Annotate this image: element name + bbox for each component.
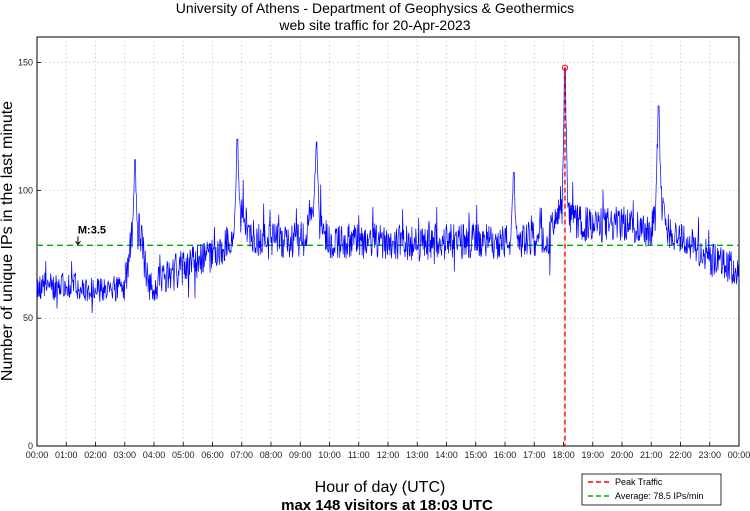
x-tick-label: 00:00 (26, 450, 49, 460)
y-tick-label: 100 (18, 185, 33, 195)
x-tick-labels: 00:00 01:00 02:00 03:00 04:00 05:00 06:00 07:00… (26, 450, 750, 460)
median-annotation: M:3.5 (78, 224, 106, 236)
x-tick-label: 01:00 (55, 450, 78, 460)
annotation-arrow-icon (75, 236, 81, 246)
x-tick-label: 00:00 (728, 450, 750, 460)
x-tick-label: 03:00 (113, 450, 136, 460)
x-tick-label: 04:00 (143, 450, 166, 460)
plot-frame (36, 36, 740, 447)
x-tick-label: 21:00 (640, 450, 663, 460)
x-tick-label: 06:00 (201, 450, 224, 460)
x-axis-sublabel: max 148 visitors at 18:03 UTC (281, 497, 493, 511)
x-tick-label: 16:00 (494, 450, 517, 460)
x-tick-label: 19:00 (581, 450, 604, 460)
x-tick-label: 07:00 (230, 450, 253, 460)
x-tick-label: 12:00 (377, 450, 400, 460)
x-tick-label: 02:00 (84, 450, 107, 460)
legend-peak-label: Peak Traffic (615, 477, 663, 487)
x-tick-label: 17:00 (523, 450, 546, 460)
x-tick-label: 14:00 (435, 450, 458, 460)
x-tick-label: 13:00 (406, 450, 429, 460)
traffic-series-line (36, 67, 739, 314)
chart-subtitle: web site traffic for 20-Apr-2023 (278, 17, 470, 33)
chart-title: University of Athens - Department of Geo… (176, 0, 574, 16)
y-tick-label: 50 (23, 313, 33, 323)
legend-box (581, 473, 722, 506)
legend: Peak Traffic Average: 78.5 IPs/min (581, 473, 722, 506)
y-tick-label: 0 (28, 441, 33, 451)
x-tick-label: 20:00 (611, 450, 634, 460)
x-axis-label: Hour of day (UTC) (315, 479, 446, 496)
x-tick-label: 08:00 (260, 450, 283, 460)
x-tick-label: 10:00 (318, 450, 341, 460)
x-tick-label: 05:00 (172, 450, 195, 460)
y-tick-label: 150 (18, 58, 33, 68)
x-tick-label: 11:00 (348, 450, 370, 460)
y-tick-labels: 0 50 100 150 (18, 58, 33, 451)
x-tick-label: 15:00 (464, 450, 487, 460)
x-tick-label: 09:00 (289, 450, 312, 460)
legend-average-label: Average: 78.5 IPs/min (615, 491, 703, 501)
peak-marker (561, 64, 569, 71)
x-tick-label: 23:00 (698, 450, 721, 460)
y-axis-label: Number of unique IPs in the last minute (0, 101, 16, 381)
x-tick-label: 18:00 (552, 450, 575, 460)
x-tick-label: 22:00 (669, 450, 692, 460)
